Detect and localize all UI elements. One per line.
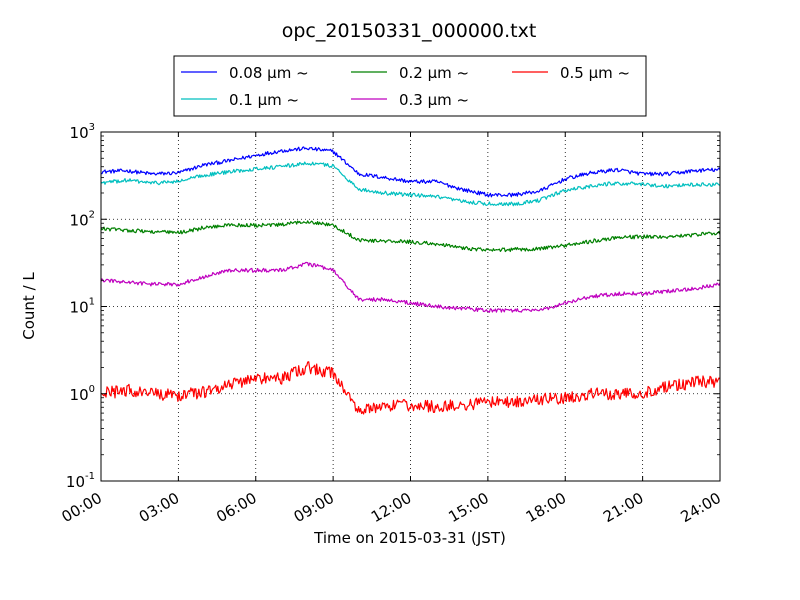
legend-items: 0.08 μm ~ 0.1 μm ~ 0.2 μm ~ 0.3 μm ~ 0.5 μm … — [181, 64, 630, 109]
y-tick-label: 103 — [70, 122, 95, 142]
series-line-3 — [100, 220, 721, 253]
legend-label-2: 0.1 μm ~ — [229, 91, 299, 109]
x-tick-label: 21:00 — [600, 489, 646, 526]
x-tick-label: 03:00 — [136, 489, 182, 526]
series-line-2 — [100, 161, 721, 207]
y-tick-labels: 10-1 100 101 102 103 — [66, 122, 95, 491]
legend-label-1: 0.08 μm ~ — [229, 64, 309, 82]
y-tick-label: 101 — [70, 297, 95, 317]
x-tick-labels: 00:00 03:00 06:00 09:00 12:00 15:00 18:00 21:00… — [59, 489, 724, 526]
x-tick-label: 00:00 — [59, 489, 105, 526]
x-tick-label: 18:00 — [523, 489, 569, 526]
x-tick-label: 24:00 — [678, 489, 724, 526]
ticks — [100, 131, 721, 482]
x-tick-label: 15:00 — [445, 489, 491, 526]
series-lines — [100, 146, 721, 415]
y-axis-label: Count / L — [20, 272, 38, 340]
legend-label-5: 0.5 μm ~ — [560, 64, 630, 82]
legend-box — [173, 55, 647, 117]
y-tick-label: 102 — [70, 209, 95, 229]
series-line-1 — [101, 146, 721, 198]
x-tick-label: 06:00 — [213, 489, 259, 526]
series-line-4 — [100, 261, 721, 313]
series-line-5 — [100, 361, 721, 415]
chart-title: opc_20150331_000000.txt — [282, 20, 537, 42]
legend-label-3: 0.2 μm ~ — [399, 64, 469, 82]
y-tick-label: 100 — [70, 384, 95, 404]
legend-label-4: 0.3 μm ~ — [399, 91, 469, 109]
y-tick-label: 10-1 — [66, 471, 95, 491]
x-axis-label: Time on 2015-03-31 (JST) — [313, 529, 506, 547]
legend: 0.08 μm ~ 0.1 μm ~ 0.2 μm ~ 0.3 μm ~ 0.5 μm … — [173, 55, 647, 117]
x-tick-label: 12:00 — [368, 489, 414, 526]
x-tick-label: 09:00 — [291, 489, 337, 526]
